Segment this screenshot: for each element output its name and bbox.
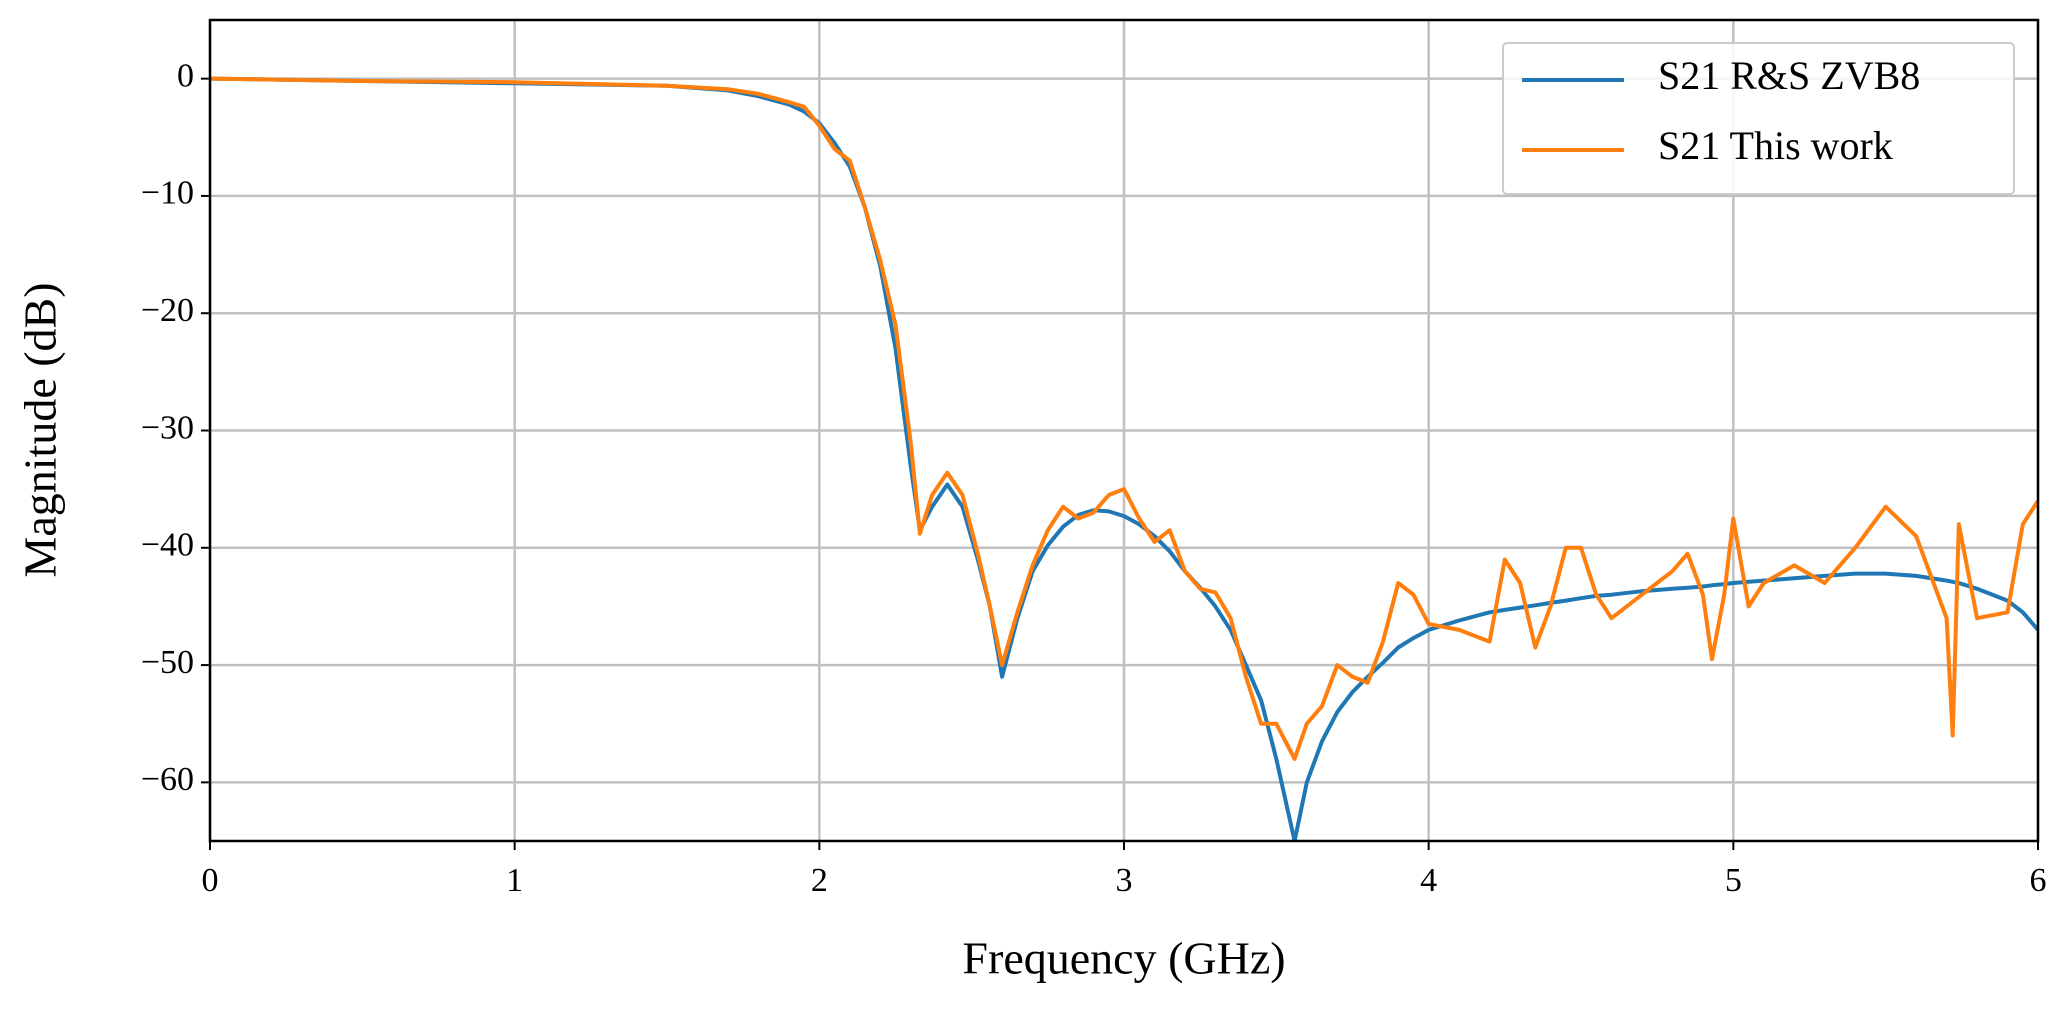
x-tick-label: 3 bbox=[1116, 862, 1133, 899]
y-tick-label: −30 bbox=[141, 409, 194, 446]
y-tick-label: −20 bbox=[141, 292, 194, 329]
x-tick-label: 4 bbox=[1420, 862, 1437, 899]
x-tick-label: 6 bbox=[2030, 862, 2047, 899]
plot-frame bbox=[208, 18, 2040, 843]
y-tick-label: −40 bbox=[141, 527, 194, 564]
y-tick-label: −50 bbox=[141, 644, 194, 681]
x-tick-label: 0 bbox=[202, 862, 219, 899]
legend-box bbox=[1502, 42, 2015, 195]
y-tick-label: 0 bbox=[177, 57, 194, 94]
legend-label: S21 R&S ZVB8 bbox=[1658, 53, 1920, 98]
x-tick-label: 5 bbox=[1725, 862, 1742, 899]
legend-label: S21 This work bbox=[1658, 123, 1893, 168]
x-tick-label: 2 bbox=[811, 862, 828, 899]
data-line bbox=[210, 76, 2038, 761]
y-tick-label: −60 bbox=[141, 761, 194, 798]
y-tick-label: −10 bbox=[141, 175, 194, 212]
y-axis-label: Magnitude (dB) bbox=[15, 282, 66, 577]
x-tick-label: 1 bbox=[506, 862, 523, 899]
x-axis-label: Frequency (GHz) bbox=[962, 933, 1285, 984]
